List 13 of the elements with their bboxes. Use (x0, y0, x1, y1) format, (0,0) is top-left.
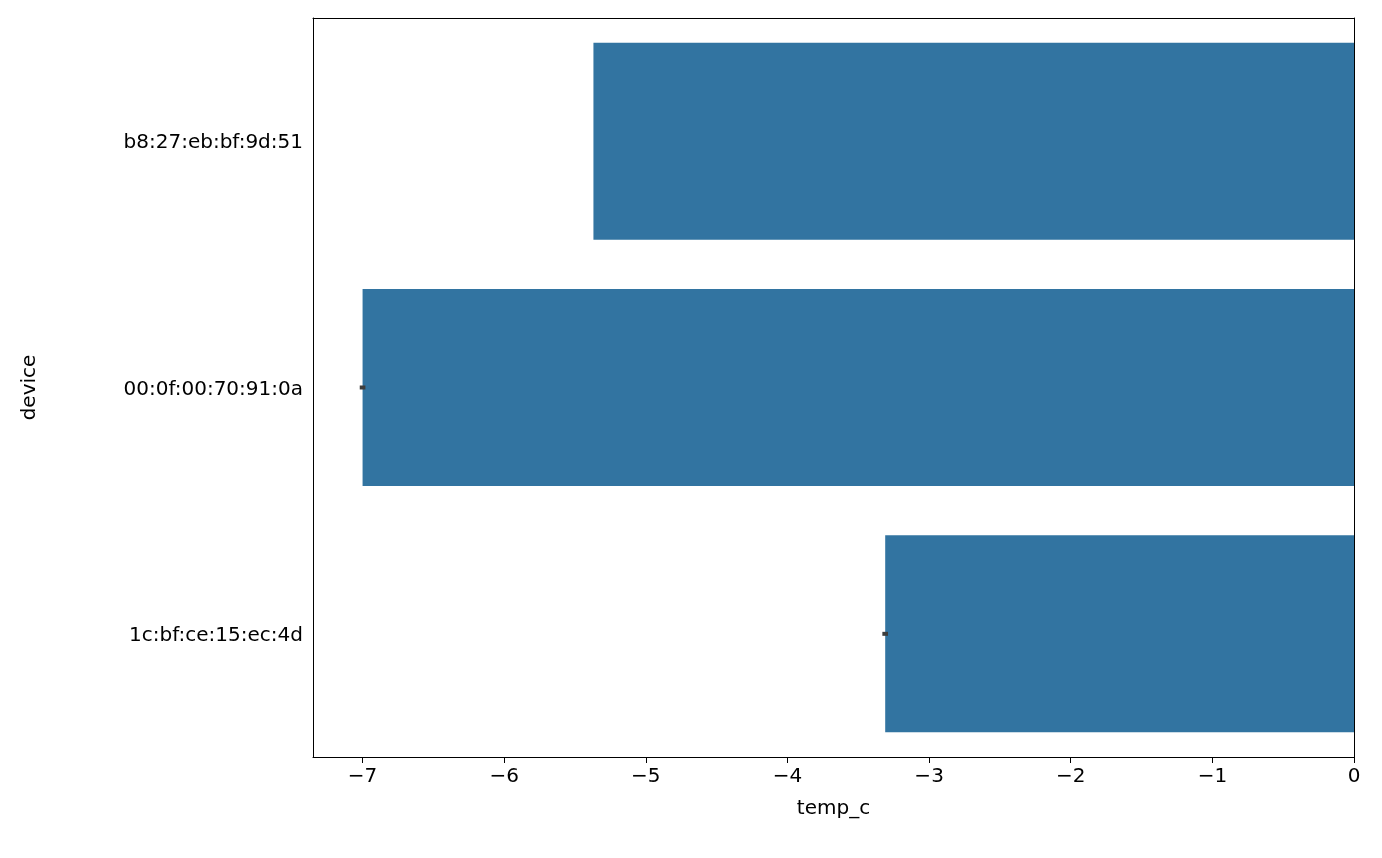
x-tick-label: 0 (1347, 763, 1361, 787)
x-tick-label: −7 (347, 763, 378, 787)
x-axis-title: temp_c (796, 795, 871, 819)
x-tick-label: −2 (1055, 763, 1086, 787)
y-tick-label: 1c:bf:ce:15:ec:4d (129, 621, 303, 646)
y-tick-label: b8:27:eb:bf:9d:51 (123, 129, 303, 154)
x-tick-label: −5 (631, 763, 661, 787)
x-tick-label: −3 (914, 763, 944, 787)
x-tick-label: −4 (772, 763, 803, 787)
x-tick-label: −1 (1197, 763, 1228, 787)
y-tick-label: 00:0f:00:70:91:0a (123, 375, 303, 400)
y-axis-title: device (16, 354, 40, 421)
x-tick-label: −6 (489, 763, 519, 787)
